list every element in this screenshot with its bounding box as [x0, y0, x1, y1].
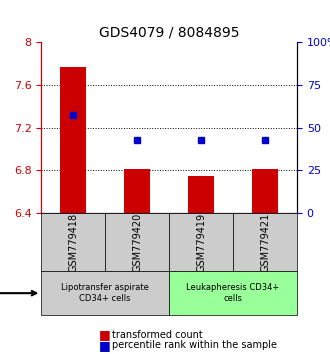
FancyBboxPatch shape [105, 213, 169, 271]
Text: Lipotransfer aspirate
CD34+ cells: Lipotransfer aspirate CD34+ cells [61, 284, 149, 303]
Text: ■: ■ [99, 328, 111, 341]
Text: cell type: cell type [0, 288, 36, 298]
Bar [188, 176, 214, 213]
Title: GDS4079 / 8084895: GDS4079 / 8084895 [99, 26, 239, 40]
Text: ■: ■ [99, 339, 111, 352]
FancyBboxPatch shape [41, 271, 169, 315]
Bar [60, 67, 86, 213]
Text: GSM779420: GSM779420 [132, 212, 142, 272]
FancyBboxPatch shape [169, 271, 297, 315]
FancyBboxPatch shape [169, 213, 233, 271]
Bar [252, 169, 278, 213]
Text: transformed count: transformed count [112, 330, 203, 339]
FancyBboxPatch shape [41, 213, 105, 271]
Text: percentile rank within the sample: percentile rank within the sample [112, 340, 277, 350]
FancyBboxPatch shape [233, 213, 297, 271]
Text: GSM779419: GSM779419 [196, 212, 206, 272]
Text: GSM779418: GSM779418 [68, 212, 78, 272]
Text: GSM779421: GSM779421 [260, 212, 270, 272]
Bar [124, 169, 150, 213]
Text: Leukapheresis CD34+
cells: Leukapheresis CD34+ cells [186, 284, 280, 303]
